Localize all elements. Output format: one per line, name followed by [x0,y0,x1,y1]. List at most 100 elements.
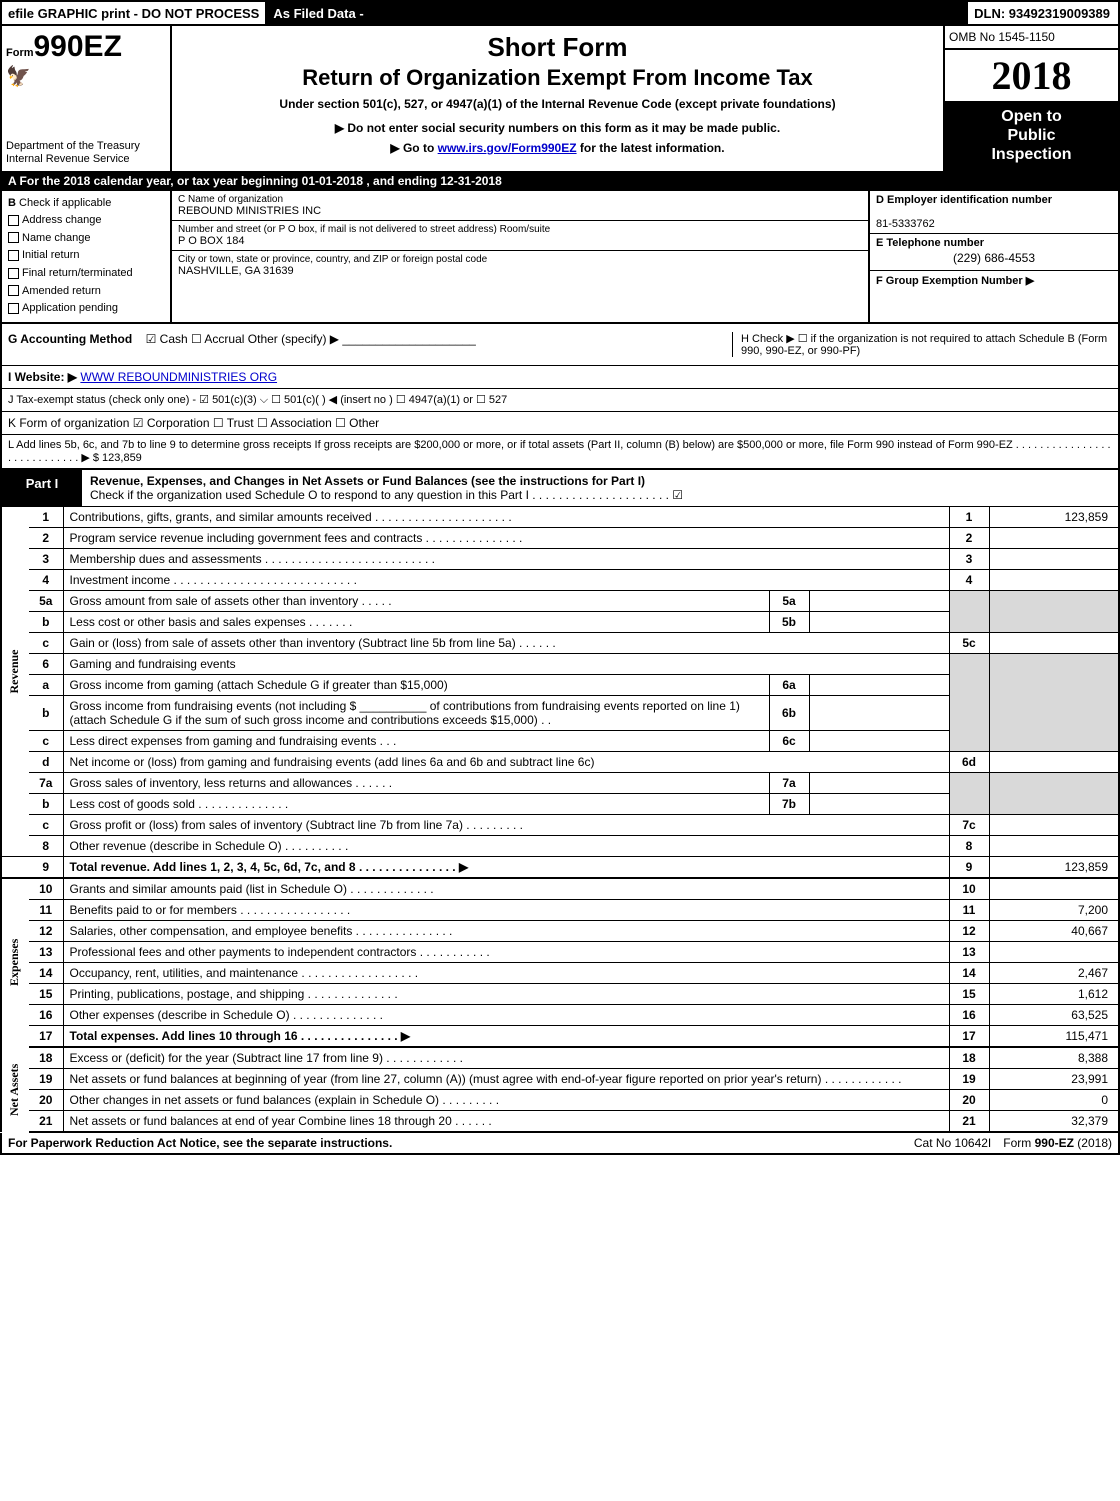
cb-name-change[interactable] [8,232,19,243]
row-a: A For the 2018 calendar year, or tax yea… [0,171,1120,191]
cb-final-return[interactable] [8,268,19,279]
c-name-lbl: C Name of organization [178,194,862,205]
form-no: 990EZ [34,30,122,63]
l6d-rn: 6d [949,751,989,772]
i-lbl: I Website: ▶ [8,370,77,384]
part1-text: Revenue, Expenses, and Changes in Net As… [82,470,1118,506]
l4-n: 4 [29,569,63,590]
l21-rv: 32,379 [989,1110,1119,1132]
top-bar: efile GRAPHIC print - DO NOT PROCESS As … [0,0,1120,26]
g-line: ____________________ [342,332,475,346]
l3-n: 3 [29,548,63,569]
header-right: OMB No 1545-1150 2018 Open to Public Ins… [943,26,1118,171]
l2-rn: 2 [949,527,989,548]
side-rev-spacer1 [1,835,29,856]
l9-rv: 123,859 [989,856,1119,878]
c-city-lbl: City or town, state or province, country… [178,254,862,265]
l19-rv: 23,991 [989,1068,1119,1089]
part1-title: Revenue, Expenses, and Changes in Net As… [90,474,645,488]
l11-d: Benefits paid to or for members . . . . … [63,899,949,920]
l1-rn: 1 [949,507,989,528]
l6b-d: Gross income from fundraising events (no… [63,695,769,730]
l4-rn: 4 [949,569,989,590]
l21-rn: 21 [949,1110,989,1132]
goto-link[interactable]: www.irs.gov/Form990EZ [438,141,577,155]
l6c-sn: 6c [769,730,809,751]
org-name: REBOUND MINISTRIES INC [178,205,862,217]
department-label: Department of the Treasury Internal Reve… [6,140,166,166]
l14-rn: 14 [949,962,989,983]
return-title: Return of Organization Exempt From Incom… [180,65,935,91]
l7b-sn: 7b [769,793,809,814]
cb-application-pending[interactable] [8,303,19,314]
l7a-d: Gross sales of inventory, less returns a… [63,772,769,793]
l5b-n: b [29,611,63,632]
col-c: C Name of organization REBOUND MINISTRIE… [172,191,868,322]
l1-rv: 123,859 [989,507,1119,528]
short-form-title: Short Form [180,32,935,63]
f-lbl: F Group Exemption Number ▶ [876,275,1034,287]
side-netassets: Net Assets [1,1047,29,1132]
l6-rv-shade [989,653,1119,751]
header-middle: Short Form Return of Organization Exempt… [172,26,943,171]
footer: For Paperwork Reduction Act Notice, see … [0,1133,1120,1155]
l5a-sv [809,590,949,611]
l5b-sv [809,611,949,632]
b-letter: B [8,197,16,209]
b-item-0: Address change [22,214,102,226]
b-item-3: Final return/terminated [22,267,133,279]
l10-d: Grants and similar amounts paid (list in… [63,878,949,900]
g-lbl: G Accounting Method [8,332,132,346]
l7b-n: b [29,793,63,814]
l5c-d: Gain or (loss) from sale of assets other… [63,632,949,653]
l6b-sv [809,695,949,730]
row-j: J Tax-exempt status (check only one) - ☑… [0,389,1120,412]
l13-rv [989,941,1119,962]
cb-initial-return[interactable] [8,250,19,261]
l21-d: Net assets or fund balances at end of ye… [63,1110,949,1132]
open-to-public: Open to Public Inspection [945,101,1118,171]
b-item-2: Initial return [22,249,79,261]
l10-rv [989,878,1119,900]
cb-amended-return[interactable] [8,285,19,296]
l6a-sn: 6a [769,674,809,695]
g-opts: ☑ Cash ☐ Accrual Other (specify) ▶ [146,332,339,346]
l9-d: Total revenue. Add lines 1, 2, 3, 4, 5c,… [63,856,949,878]
l5a-n: 5a [29,590,63,611]
col-def: D Employer identification number 81-5333… [868,191,1118,322]
l12-rn: 12 [949,920,989,941]
l8-rn: 8 [949,835,989,856]
l14-d: Occupancy, rent, utilities, and maintena… [63,962,949,983]
l7ab-rv-shade [989,772,1119,814]
l20-d: Other changes in net assets or fund bala… [63,1089,949,1110]
c-street-cell: Number and street (or P O box, if mail i… [172,221,868,251]
l3-d: Membership dues and assessments . . . . … [63,548,949,569]
l8-d: Other revenue (describe in Schedule O) .… [63,835,949,856]
footer-left: For Paperwork Reduction Act Notice, see … [2,1133,908,1153]
l16-rv: 63,525 [989,1004,1119,1025]
l19-rn: 19 [949,1068,989,1089]
l7b-d: Less cost of goods sold . . . . . . . . … [63,793,769,814]
row-a-text: A For the 2018 calendar year, or tax yea… [8,174,502,188]
c-city-cell: City or town, state or province, country… [172,251,868,280]
l11-rv: 7,200 [989,899,1119,920]
l19-d: Net assets or fund balances at beginning… [63,1068,949,1089]
l11-n: 11 [29,899,63,920]
l6c-sv [809,730,949,751]
l5b-sn: 5b [769,611,809,632]
form-left: Form990EZ 🦅 Department of the Treasury I… [2,26,172,171]
l15-n: 15 [29,983,63,1004]
website-value[interactable]: WWW REBOUNDMINISTRIES ORG [80,370,277,384]
side-revenue: Revenue [1,507,29,836]
l5a-d: Gross amount from sale of assets other t… [63,590,769,611]
l5c-n: c [29,632,63,653]
goto-suffix: for the latest information. [577,141,725,155]
cb-address-change[interactable] [8,215,19,226]
d-cell: D Employer identification number 81-5333… [870,191,1118,234]
l20-n: 20 [29,1089,63,1110]
l8-rv [989,835,1119,856]
dln-label: DLN: 93492319009389 [968,2,1118,24]
e-cell: E Telephone number (229) 686-4553 [870,234,1118,271]
l5c-rn: 5c [949,632,989,653]
l18-rn: 18 [949,1047,989,1069]
